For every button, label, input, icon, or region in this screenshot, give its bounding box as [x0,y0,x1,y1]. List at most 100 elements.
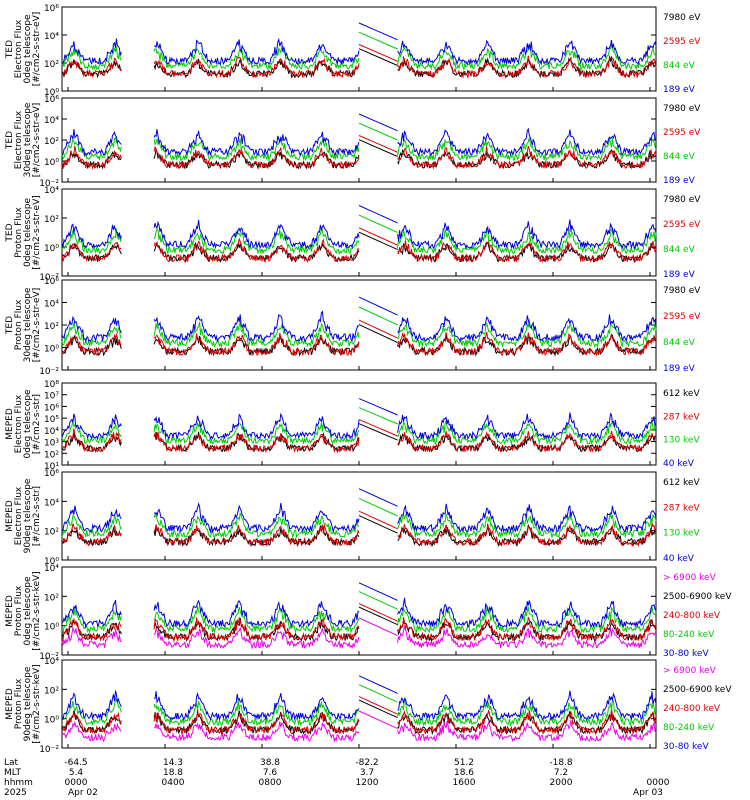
y-axis-label: [#/cm2-s-str] [32,486,42,546]
date-start-label: Apr 02 [68,788,98,798]
y-tick-label: 10² [44,450,59,460]
legend-label: 2595 eV [663,312,701,322]
series-line [61,214,657,255]
legend-label: 30-80 keV [663,649,709,659]
legend-label: 130 keV [663,529,700,539]
x-tick-label-hhmm: 2000 [550,778,573,788]
y-axis-label: 90deg telescope [23,478,33,553]
series-line [61,515,657,548]
y-axis-label: Proton Flux [14,585,24,636]
x-tick-label-lat: -82.2 [355,758,378,768]
legend-label: 7980 eV [663,13,701,23]
x-row-label: MLT [4,768,22,778]
series-line [61,419,657,454]
x-tick-label-mlt: 18.6 [454,768,474,778]
y-axis-label: Electron Flux [14,394,24,453]
x-tick-label-hhmm: 1200 [356,778,379,788]
legend-label: > 6900 keV [663,573,717,583]
series-line [61,135,657,171]
y-tick-label: 10² [44,137,59,147]
legend-label: 612 keV [663,389,700,399]
series-line [61,231,657,264]
legend-label: 240-800 keV [663,611,721,621]
y-tick-label: 10⁸ [44,380,59,390]
series-line [61,48,657,79]
legend-label: 2500-6900 keV [663,592,732,602]
y-axis-label: [#/cm2-s-str-eV] [32,103,42,178]
series-line [61,582,657,629]
y-axis-label: [#/cm2-s-str-eV] [32,12,42,87]
y-tick-label: 10⁷ [44,392,59,402]
x-row-label: 2025 [4,788,27,798]
series-line [61,227,657,264]
y-tick-label: 10² [44,322,59,332]
series-line [61,31,657,71]
y-tick-label: 10⁰ [44,557,59,567]
series-line [61,510,657,548]
y-axis-label: [#/cm2-s-str-eV] [32,195,42,270]
y-axis-label: 0deg telescope [23,389,33,459]
legend-label: 287 keV [663,503,700,513]
series-line [61,696,657,736]
legend-label: 40 keV [663,459,695,469]
legend-label: 7980 eV [663,195,701,205]
y-tick-label: 10⁴ [44,657,59,667]
y-axis-label: TED [5,223,15,242]
y-tick-label: 10² [44,215,59,225]
series-line [61,306,657,349]
legend-label: 189 eV [663,364,696,374]
series-line [61,113,657,157]
y-tick-label: 10⁴ [44,427,59,437]
y-axis-label: 0deg telescope [23,576,33,646]
y-axis-label: 0deg telescope [23,14,33,84]
x-tick-label-mlt: 7.2 [554,768,568,778]
x-tick-label-lat: 38.8 [260,758,280,768]
y-tick-label: 10² [44,686,59,696]
x-tick-label-lat: -18.8 [549,758,573,768]
y-axis-label: TED [5,316,15,335]
series-line [61,603,657,643]
y-tick-label: 10⁴ [44,32,59,42]
x-tick-label-hhmm: 0800 [259,778,282,788]
legend-label: 2595 eV [663,128,701,138]
y-tick-label: 10¹ [44,462,59,472]
x-tick-label-mlt: 7.6 [263,768,278,778]
x-tick-label-mlt: 5.4 [69,768,84,778]
x-tick-label-hhmm: 0000 [647,778,670,788]
y-axis-label: [#/cm2-s-str-keV] [32,571,42,650]
y-tick-label: 10⁴ [44,186,59,196]
series-line [61,675,657,722]
legend-label: 287 keV [663,412,700,422]
x-tick-label-hhmm: 0000 [65,778,88,788]
y-tick-label: 10⁴ [44,498,59,508]
series-line [61,710,657,743]
series-line [61,44,657,80]
y-axis-label: [#/cm2-s-str-keV] [32,664,42,743]
y-tick-label: 10⁶ [44,4,59,14]
legend-label: 7980 eV [663,104,701,114]
series-line [61,319,657,357]
legend-label: 80-240 keV [663,630,715,640]
y-tick-label: 10⁶ [44,277,59,287]
y-axis-label: 90deg telescope [23,666,33,741]
legend-label: 2500-6900 keV [663,685,732,695]
series-line [61,407,657,446]
y-axis-label: [#/cm2-s-str-eV] [32,288,42,363]
x-row-label: hhmm [4,778,33,788]
series-line [61,488,657,534]
y-tick-label: 10⁶ [44,95,59,105]
legend-label: 7980 eV [663,286,701,296]
legend-label: 189 eV [663,270,696,280]
legend-label: 844 eV [663,245,696,255]
y-axis-label: Proton Flux [14,299,24,350]
y-tick-label: 10⁰ [44,158,59,168]
legend-label: 189 eV [663,176,696,186]
legend-label: 80-240 keV [663,723,715,733]
y-tick-label: 10³ [44,439,59,449]
y-tick-label: 10⁻² [39,273,59,283]
y-axis-label: Proton Flux [14,678,24,729]
y-axis-label: Electron Flux [14,19,24,78]
y-axis-label: Electron Flux [14,110,24,169]
y-tick-label: 10⁻² [39,367,59,377]
y-tick-label: 10⁰ [44,88,59,98]
